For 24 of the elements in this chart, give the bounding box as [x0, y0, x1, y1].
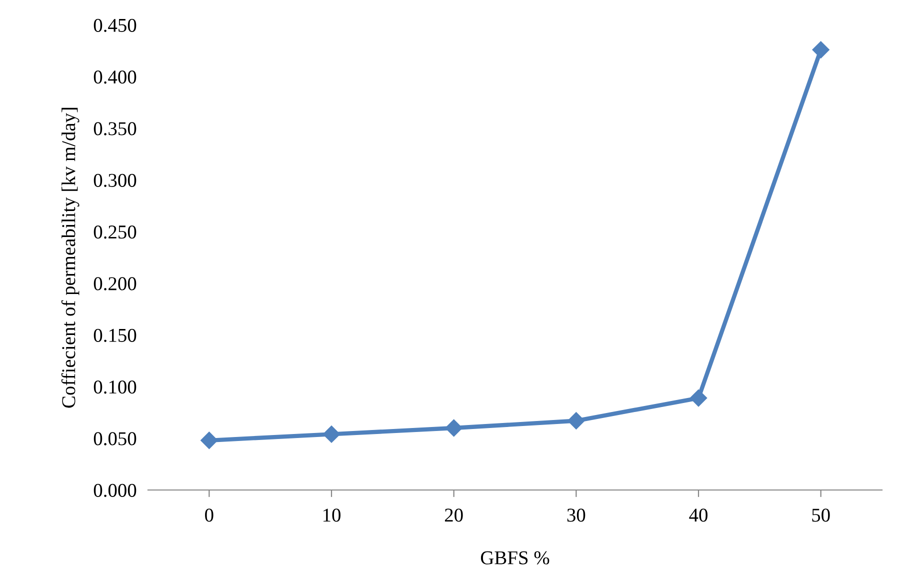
point [322, 426, 340, 443]
x-axis-title: GBFS % [480, 551, 550, 564]
point [812, 41, 830, 58]
y-tick-label: 0.150 [94, 328, 136, 342]
y-tick-label: 0.000 [94, 484, 136, 498]
y-tick-label: 0.250 [94, 225, 136, 239]
x-tick-label: 10 [323, 508, 340, 522]
y-tick-label: 0.400 [94, 70, 136, 84]
y-tick-label: 0.050 [94, 432, 136, 446]
x-tick-label: 20 [444, 508, 463, 522]
y-tick-label: 0.300 [94, 174, 136, 188]
y-tick-label: 0.200 [94, 277, 136, 290]
point [690, 389, 708, 407]
x-tick-label: 40 [689, 508, 708, 522]
x-tick-label: 0 [205, 508, 214, 522]
y-tick-label: 0.100 [94, 380, 136, 394]
x-tick-label: 30 [567, 508, 586, 522]
y-axis-title: Coffiecient of permeability [kv m/day] [61, 108, 80, 408]
x-tick-label: 50 [812, 508, 830, 522]
point [445, 419, 462, 437]
point [568, 412, 585, 430]
point [200, 432, 218, 449]
y-tick-label: 0.450 [94, 18, 136, 32]
y-tick-label: 0.350 [94, 122, 136, 136]
